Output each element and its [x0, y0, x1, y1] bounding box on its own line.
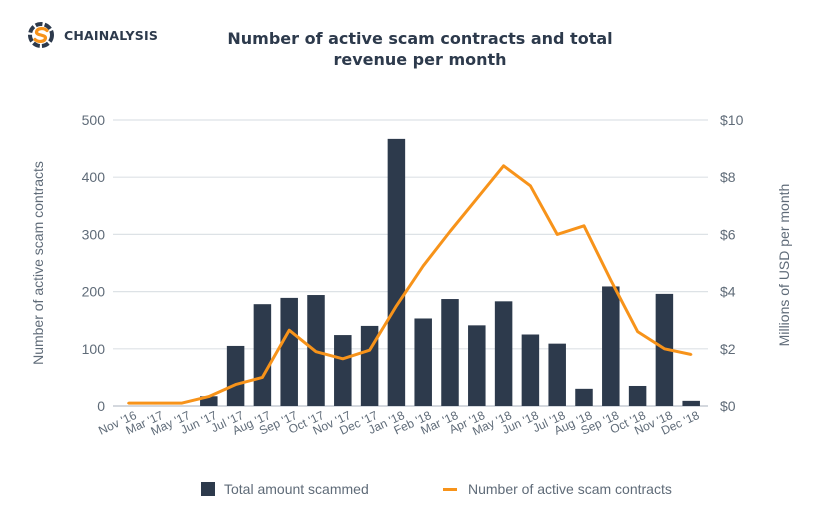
y-right-tick-label: $10 [720, 112, 744, 128]
line-path[interactable] [128, 164, 692, 405]
y-left-tick-label: 200 [82, 284, 106, 300]
y-axis-left-ticks: 0 100 200 300 400 500 [82, 112, 106, 414]
bar[interactable] [414, 318, 432, 406]
y-right-tick-label: $2 [720, 341, 736, 357]
bar[interactable] [387, 138, 406, 406]
line-series [127, 164, 693, 405]
line-point[interactable] [556, 233, 559, 236]
legend-item-total-amount-scammed[interactable]: Total amount scammed [201, 481, 369, 497]
bar[interactable] [682, 400, 700, 406]
line-point[interactable] [341, 357, 344, 361]
y-right-tick-label: $0 [720, 398, 736, 414]
y-left-tick-label: 400 [82, 169, 106, 185]
legend: Total amount scammed Number of active sc… [0, 481, 823, 501]
line-point[interactable] [529, 184, 532, 187]
line-point[interactable] [261, 376, 264, 379]
bar[interactable] [628, 385, 647, 406]
legend-label-line: Number of active scam contracts [468, 481, 672, 497]
brand-name: CHAINALYSIS [64, 27, 159, 43]
bar[interactable] [602, 286, 620, 406]
line-point[interactable] [502, 164, 505, 167]
line-point[interactable] [314, 350, 318, 353]
legend-item-active-scam-contracts[interactable]: Number of active scam contracts [443, 481, 672, 497]
y-axis-left-label: Number of active scam contracts [30, 161, 46, 365]
bar[interactable] [548, 343, 566, 406]
line-point[interactable] [690, 353, 693, 356]
chart-plot: 0 100 200 300 400 500 $0 $2 $4 $6 $8 $10 Nov '16Ma… [30, 112, 792, 438]
line-point[interactable] [475, 197, 478, 200]
line-point[interactable] [636, 330, 639, 333]
line-point[interactable] [448, 230, 452, 233]
line-point[interactable] [127, 401, 130, 405]
y-axis-right-ticks: $0 $2 $4 $6 $8 $10 [720, 112, 744, 414]
y-axis-right-label: Millions of USD per month [776, 184, 792, 347]
y-right-tick-label: $6 [720, 226, 736, 242]
line-point[interactable] [234, 383, 237, 386]
bar[interactable] [575, 388, 593, 406]
chainalysis-logo-icon [28, 22, 54, 48]
legend-bar-swatch [201, 482, 215, 496]
y-left-tick-label: 300 [82, 226, 106, 242]
chart-title-line-2: revenue per month [333, 50, 507, 69]
bar[interactable] [200, 396, 218, 406]
brand-logo: CHAINALYSIS [28, 22, 158, 48]
y-left-tick-label: 500 [82, 112, 106, 128]
bar[interactable] [280, 297, 298, 406]
line-point[interactable] [663, 347, 666, 350]
chart-title-line-1: Number of active scam contracts and tota… [227, 29, 613, 48]
legend-line-swatch [443, 487, 457, 491]
bar[interactable] [468, 325, 486, 406]
line-point[interactable] [368, 349, 371, 352]
bar[interactable] [521, 334, 540, 407]
bar[interactable] [253, 304, 272, 406]
bar[interactable] [360, 325, 379, 406]
line-point[interactable] [395, 304, 398, 308]
line-point[interactable] [180, 401, 184, 405]
bar[interactable] [226, 345, 245, 406]
chart-title: Number of active scam contracts and tota… [200, 28, 640, 70]
y-left-tick-label: 0 [97, 398, 105, 414]
line-point[interactable] [207, 395, 210, 398]
y-left-tick-label: 100 [82, 341, 106, 357]
legend-label-bars: Total amount scammed [224, 481, 369, 497]
y-right-tick-label: $8 [720, 169, 736, 185]
line-point[interactable] [422, 264, 425, 268]
bar[interactable] [441, 299, 459, 406]
line-point[interactable] [288, 329, 291, 332]
bar[interactable] [334, 335, 352, 406]
line-point[interactable] [582, 224, 586, 228]
line-point[interactable] [609, 278, 612, 282]
bar[interactable] [494, 301, 513, 406]
bar-series [200, 138, 700, 407]
line-point[interactable] [154, 401, 157, 405]
y-right-tick-label: $4 [720, 284, 736, 300]
